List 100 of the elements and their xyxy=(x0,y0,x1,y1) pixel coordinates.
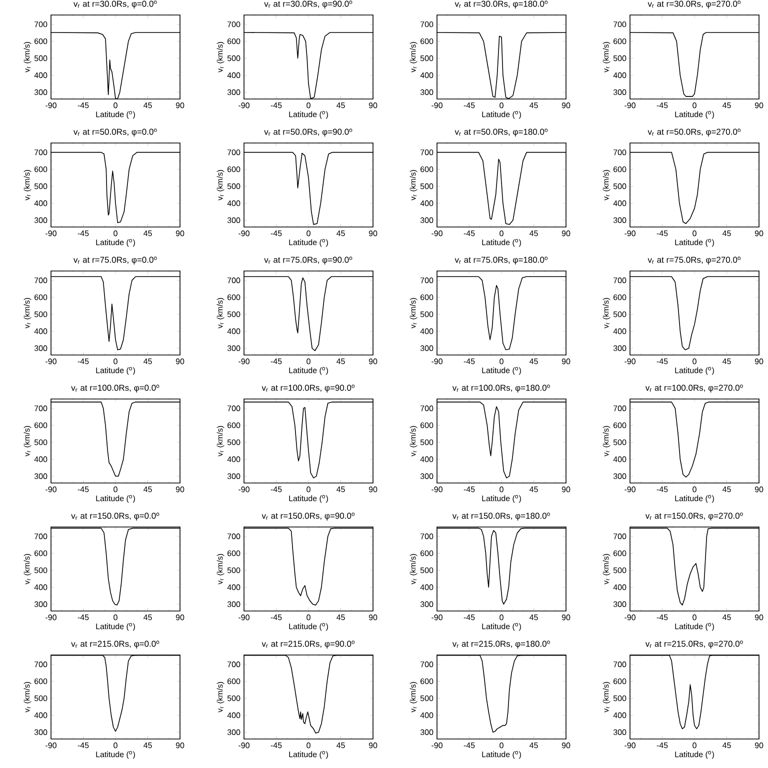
x-axis-title: Latitude ($^{o}$) xyxy=(289,623,328,631)
x-tick-label: 0 xyxy=(306,102,310,108)
chart-title: v$_{r}$ at r=50.0Rs, φ=180.0$^{o}$ xyxy=(454,128,548,136)
chart-title: v$_{r}$ at r=150.0Rs, φ=0.0$^{o}$ xyxy=(71,512,160,520)
y-tick-label: 300 xyxy=(34,217,48,224)
x-tick-label: -90 xyxy=(624,230,636,236)
chart-title: v$_{r}$ at r=100.0Rs, φ=90.0$^{o}$ xyxy=(262,384,355,392)
y-tick-label: 300 xyxy=(613,729,626,736)
x-tick-label: 90 xyxy=(176,742,184,748)
y-axis-title: v$_{r}$ (km/s) xyxy=(216,426,224,456)
y-tick-label: 600 xyxy=(420,678,434,684)
x-axis-title: Latitude ($^{o}$) xyxy=(96,495,135,503)
y-tick-label: 500 xyxy=(227,55,240,62)
x-tick-label: -90 xyxy=(238,614,250,620)
y-tick-label: 500 xyxy=(613,55,626,62)
y-axis-title: v$_{r}$ (km/s) xyxy=(216,42,224,72)
chart-title: v$_{r}$ at r=100.0Rs, φ=270.0$^{o}$ xyxy=(645,384,743,392)
y-tick-label: 400 xyxy=(34,328,48,334)
chart-title: v$_{r}$ at r=30.0Rs, φ=90.0$^{o}$ xyxy=(264,0,352,8)
y-tick-label: 400 xyxy=(34,712,48,718)
y-axis-title: v$_{r}$ (km/s) xyxy=(410,170,418,200)
x-tick-label: 0 xyxy=(114,614,118,620)
x-tick-label: 90 xyxy=(562,230,570,236)
y-tick-label: 300 xyxy=(420,89,434,96)
x-tick-label: 90 xyxy=(176,486,184,492)
y-tick-label: 300 xyxy=(613,89,626,96)
y-axis-title: v$_{r}$ (km/s) xyxy=(216,554,224,584)
x-tick-label: -90 xyxy=(46,614,56,620)
x-axis-title: Latitude ($^{o}$) xyxy=(289,239,328,247)
x-tick-label: -45 xyxy=(78,486,89,492)
x-axis-title: Latitude ($^{o}$) xyxy=(482,239,521,247)
chart-title: v$_{r}$ at r=50.0Rs, φ=270.0$^{o}$ xyxy=(648,128,741,136)
chart-title: v$_{r}$ at r=75.0Rs, φ=90.0$^{o}$ xyxy=(264,256,352,264)
chart-title: v$_{r}$ at r=150.0Rs, φ=270.0$^{o}$ xyxy=(645,512,743,520)
y-tick-label: 400 xyxy=(34,72,48,78)
y-tick-label: 700 xyxy=(420,662,434,668)
y-tick-label: 700 xyxy=(614,278,626,284)
x-tick-label: 0 xyxy=(500,358,504,364)
y-tick-label: 500 xyxy=(34,183,48,190)
x-tick-label: 0 xyxy=(500,742,504,748)
x-tick-label: 0 xyxy=(500,230,504,236)
x-tick-label: -90 xyxy=(432,742,442,748)
x-tick-label: -45 xyxy=(270,102,282,108)
y-tick-label: 300 xyxy=(34,345,48,352)
y-axis-title: v$_{r}$ (km/s) xyxy=(216,682,224,712)
x-tick-label: 90 xyxy=(176,614,184,620)
x-tick-label: 90 xyxy=(562,102,570,108)
y-tick-label: 300 xyxy=(227,89,240,96)
y-tick-label: 400 xyxy=(613,328,626,334)
y-tick-label: 500 xyxy=(34,55,48,62)
x-tick-label: -45 xyxy=(270,614,282,620)
y-tick-label: 300 xyxy=(613,473,626,480)
y-tick-label: 600 xyxy=(614,166,626,172)
x-tick-label: -45 xyxy=(78,614,89,620)
x-tick-label: -45 xyxy=(464,102,475,108)
y-tick-label: 400 xyxy=(227,712,240,718)
x-tick-label: 0 xyxy=(306,230,310,236)
y-tick-label: 400 xyxy=(420,712,434,718)
y-tick-label: 600 xyxy=(34,550,48,556)
y-tick-label: 500 xyxy=(613,183,626,190)
y-tick-label: 300 xyxy=(420,473,434,480)
x-tick-label: 90 xyxy=(176,358,184,364)
x-tick-label: -90 xyxy=(432,614,442,620)
chart-title: v$_{r}$ at r=30.0Rs, φ=270.0$^{o}$ xyxy=(648,0,741,8)
x-tick-label: -45 xyxy=(270,358,282,364)
y-tick-label: 700 xyxy=(614,662,626,668)
x-tick-label: 0 xyxy=(692,358,696,364)
x-tick-label: 90 xyxy=(368,742,378,748)
y-tick-label: 700 xyxy=(420,149,434,156)
x-tick-label: 45 xyxy=(143,742,152,748)
x-tick-label: 45 xyxy=(143,486,152,492)
chart-title: v$_{r}$ at r=75.0Rs, φ=0.0$^{o}$ xyxy=(73,256,157,264)
x-tick-label: -45 xyxy=(464,486,475,492)
x-tick-label: -45 xyxy=(270,742,282,748)
y-tick-label: 500 xyxy=(227,695,240,702)
y-tick-label: 400 xyxy=(34,584,48,590)
x-tick-label: -45 xyxy=(464,742,475,748)
y-axis-title: v$_{r}$ (km/s) xyxy=(216,170,224,200)
x-axis-title: Latitude ($^{o}$) xyxy=(675,239,714,247)
x-tick-label: 45 xyxy=(530,102,538,108)
y-tick-label: 400 xyxy=(613,456,626,462)
y-tick-label: 600 xyxy=(34,38,48,44)
x-tick-label: -45 xyxy=(78,102,89,108)
x-axis-title: Latitude ($^{o}$) xyxy=(482,367,521,375)
y-tick-label: 600 xyxy=(420,294,434,300)
y-tick-label: 400 xyxy=(34,456,48,462)
y-tick-label: 400 xyxy=(420,456,434,462)
y-tick-label: 300 xyxy=(613,601,626,608)
x-tick-label: 0 xyxy=(114,358,118,364)
x-tick-label: -45 xyxy=(656,102,668,108)
x-axis-title: Latitude ($^{o}$) xyxy=(96,239,135,247)
chart-title: v$_{r}$ at r=215.0Rs, φ=90.0$^{o}$ xyxy=(262,640,355,648)
x-tick-label: -90 xyxy=(238,102,250,108)
y-tick-label: 500 xyxy=(420,439,434,446)
x-tick-label: 0 xyxy=(114,486,118,492)
y-tick-label: 300 xyxy=(227,729,240,736)
x-axis-title: Latitude ($^{o}$) xyxy=(289,495,328,503)
y-tick-label: 500 xyxy=(34,567,48,574)
y-tick-label: 600 xyxy=(228,294,240,300)
x-tick-label: 90 xyxy=(562,742,570,748)
